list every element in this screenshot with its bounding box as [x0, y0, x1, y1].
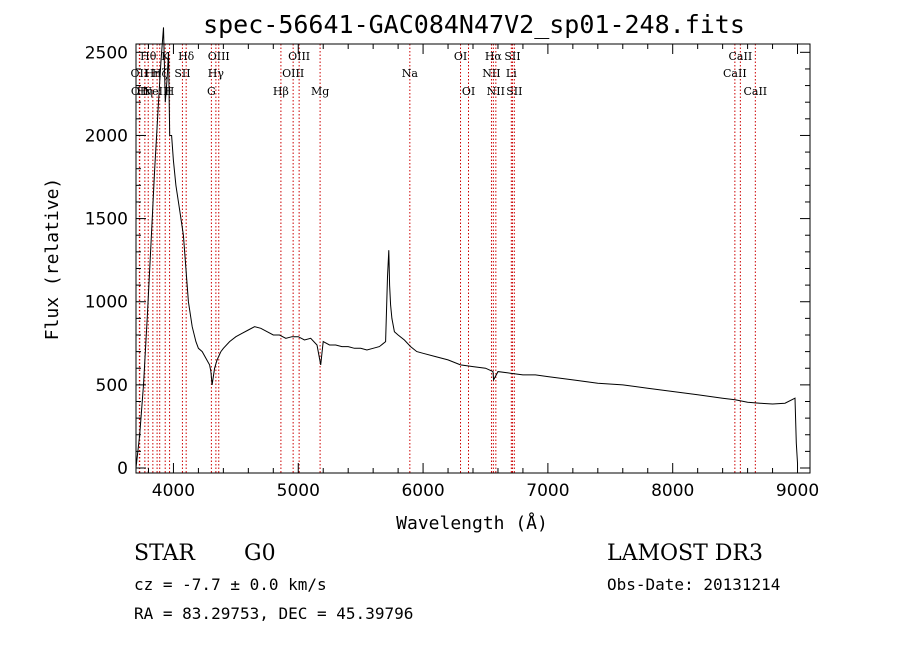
spectral-line-label: Li [506, 67, 517, 80]
chart-title: spec-56641-GAC084N47V2_sp01-248.fits [203, 10, 745, 39]
spectral-line-label: NeIII [143, 85, 172, 98]
coordinates-text: RA = 83.29753, DEC = 45.39796 [134, 604, 413, 623]
spectral-line-labels: OIIOIIHηHθHηNeIIIHζKHSIIHδGHγOIIIHβOIIIO… [131, 50, 768, 98]
redshift-text: cz = -7.7 ± 0.0 km/s [134, 575, 327, 594]
spectral-line-label: Mg [311, 85, 329, 98]
spectral-line-label: CaII [723, 67, 747, 80]
observation-date: Obs-Date: 20131214 [607, 575, 780, 594]
spectral-line-label: OI [454, 50, 467, 63]
x-axis-label: Wavelength (Å) [396, 512, 548, 534]
spectral-line-label: OII [131, 67, 149, 80]
spectral-line-label: OI [462, 85, 475, 98]
survey-name: LAMOST DR3 [607, 541, 763, 566]
spectral-line-label: G [207, 85, 216, 98]
x-axis-ticks: 4000 5000 6000 7000 8000 9000 [147, 44, 819, 501]
spectral-line-label: OIII [288, 50, 310, 63]
y-tick-label: 2500 [85, 43, 128, 63]
spectral-line-label: SII [506, 85, 522, 98]
spectral-line-label: Hβ [273, 85, 289, 98]
spectral-line-label: SII [504, 50, 520, 63]
spectral-line-label: CaII [729, 50, 753, 63]
spectral-line-label: NII [482, 67, 500, 80]
y-tick-label: 1000 [85, 293, 128, 313]
spectral-line-label: CaII [743, 85, 767, 98]
y-tick-label: 2000 [85, 126, 128, 146]
spectral-line-label: NII [487, 85, 505, 98]
spectral-line-label: OIII [282, 67, 304, 80]
plot-frame [135, 43, 811, 474]
y-axis-label: Flux (relative) [42, 178, 63, 341]
spectral-line-label: K [161, 50, 170, 63]
spectral-line-label: Hδ [178, 50, 195, 63]
spectral-line-label: OIII [208, 50, 230, 63]
x-tick-label: 9000 [776, 481, 819, 501]
spectrum-series-line [135, 27, 798, 469]
object-class: STAR [134, 541, 196, 566]
x-tick-label: 4000 [152, 481, 195, 501]
spectral-line-label: Hθ [140, 50, 157, 63]
spectral-line-markers [138, 44, 756, 473]
x-tick-label: 7000 [526, 481, 569, 501]
spectral-line-label: Hγ [208, 67, 225, 80]
y-tick-label: 500 [96, 376, 128, 396]
x-tick-label: 5000 [277, 481, 320, 501]
x-tick-label: 6000 [401, 481, 444, 501]
spectral-line-label: Na [402, 67, 419, 80]
spectral-line-label: OII [131, 85, 149, 98]
y-axis-ticks: 0 500 1000 1500 2000 2500 [85, 43, 810, 479]
y-tick-label: 0 [117, 459, 128, 479]
spectral-line-label: H [165, 85, 175, 98]
spectral-line-label: SII [174, 67, 190, 80]
spectral-line-label: Hη [145, 67, 161, 80]
y-tick-label: 1500 [85, 210, 128, 230]
object-subclass: G0 [244, 541, 276, 566]
spectral-line-label: Hη [137, 85, 153, 98]
x-tick-label: 8000 [651, 481, 694, 501]
spectral-line-label: Hα [485, 50, 503, 63]
